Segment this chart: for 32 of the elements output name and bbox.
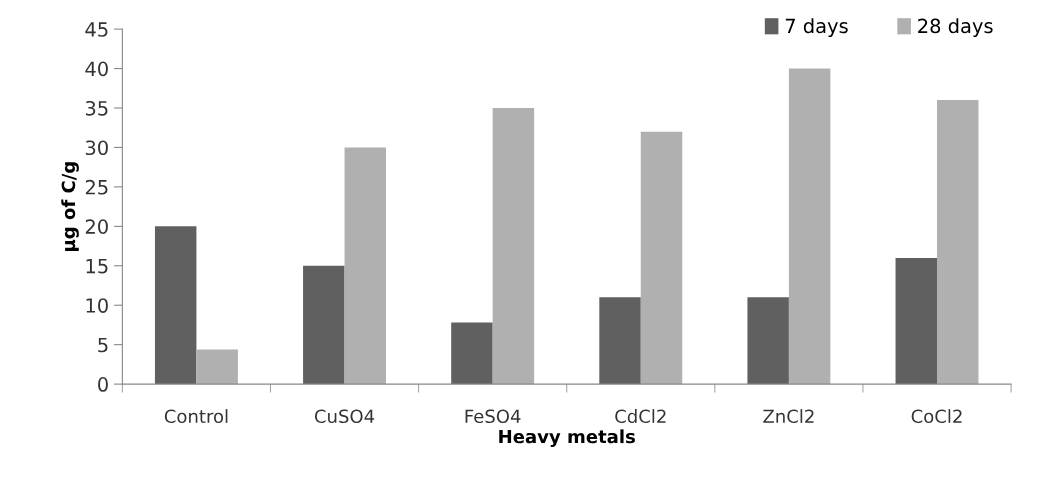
x-tick-label: CuSO4 [314, 409, 375, 424]
bar [492, 107, 535, 385]
x-tick-label: Control [164, 409, 228, 424]
y-tick-label: 25 [85, 179, 108, 195]
bar [937, 100, 979, 385]
y-tick-label: 30 [85, 140, 108, 156]
x-axis-title: Heavy metals [499, 429, 635, 447]
x-tick-label: CdCl2 [615, 409, 666, 424]
y-tick-label: 10 [86, 298, 108, 313]
y-tick-label: 15 [86, 258, 108, 274]
bar [599, 297, 641, 385]
bar [788, 68, 831, 385]
y-tick-label: 0 [98, 377, 108, 392]
y-tick-label: 20 [85, 219, 108, 234]
bar [747, 297, 789, 385]
bar [640, 131, 683, 385]
bar [154, 226, 197, 385]
legend-label: 28 days [918, 18, 993, 38]
y-tick-label: 35 [85, 100, 108, 116]
y-axis-title: µg of C/g [61, 162, 79, 251]
bar [895, 257, 938, 385]
x-tick-label: ZnCl2 [763, 409, 814, 424]
bar [451, 322, 493, 385]
y-tick-label: 5 [98, 337, 108, 353]
bar [196, 349, 238, 385]
y-tick-label: 45 [85, 22, 108, 37]
bar [344, 147, 387, 385]
x-tick-label: CoCl2 [911, 409, 962, 424]
x-tick-label: FeSO4 [465, 409, 521, 424]
y-tick-label: 40 [85, 61, 108, 77]
legend-label: 7 days [785, 18, 848, 38]
bar [303, 265, 345, 385]
